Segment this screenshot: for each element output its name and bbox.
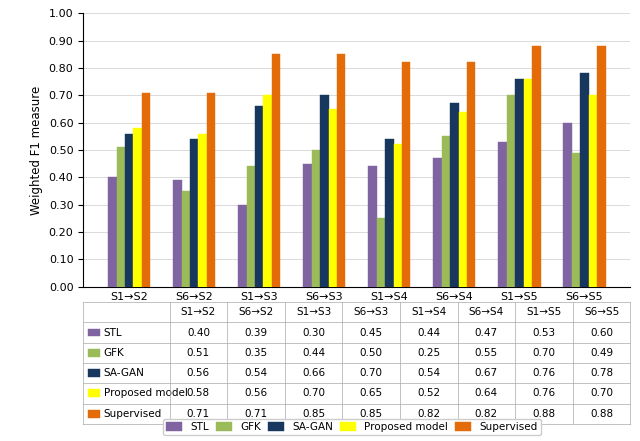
Text: SA-GAN: SA-GAN xyxy=(104,368,145,378)
Text: 0.49: 0.49 xyxy=(590,348,613,358)
Text: 0.64: 0.64 xyxy=(475,389,498,398)
Bar xyxy=(133,128,142,287)
Text: 0.67: 0.67 xyxy=(475,368,498,378)
Text: Supervised: Supervised xyxy=(104,409,162,419)
Text: 0.56: 0.56 xyxy=(187,368,210,378)
Bar xyxy=(328,109,337,287)
Bar xyxy=(580,73,589,287)
Text: 0.71: 0.71 xyxy=(244,409,268,419)
Text: 0.71: 0.71 xyxy=(187,409,210,419)
Bar xyxy=(433,158,442,287)
Bar xyxy=(125,134,133,287)
Text: 0.76: 0.76 xyxy=(532,389,556,398)
Text: 0.66: 0.66 xyxy=(302,368,325,378)
Text: 0.88: 0.88 xyxy=(590,409,613,419)
Bar xyxy=(467,63,476,287)
Text: 0.70: 0.70 xyxy=(532,348,556,358)
Text: Proposed model: Proposed model xyxy=(104,389,188,398)
Bar xyxy=(207,93,216,287)
Text: 0.70: 0.70 xyxy=(360,368,383,378)
Text: S6→S4: S6→S4 xyxy=(468,307,504,317)
Text: S6→S5: S6→S5 xyxy=(584,307,620,317)
Text: 0.58: 0.58 xyxy=(187,389,210,398)
Bar xyxy=(515,79,524,287)
Bar xyxy=(320,95,328,287)
Text: 0.88: 0.88 xyxy=(532,409,556,419)
Bar xyxy=(524,79,532,287)
Text: 0.44: 0.44 xyxy=(417,328,440,337)
Bar xyxy=(337,54,346,287)
Text: 0.56: 0.56 xyxy=(244,389,268,398)
Bar xyxy=(190,139,198,287)
Text: 0.82: 0.82 xyxy=(475,409,498,419)
Text: 0.47: 0.47 xyxy=(475,328,498,337)
Bar xyxy=(303,164,312,287)
Bar xyxy=(246,166,255,287)
Text: 0.35: 0.35 xyxy=(244,348,268,358)
Text: 0.44: 0.44 xyxy=(302,348,325,358)
Text: 0.39: 0.39 xyxy=(244,328,268,337)
Text: 0.78: 0.78 xyxy=(590,368,613,378)
Legend: STL, GFK, SA-GAN, Proposed model, Supervised: STL, GFK, SA-GAN, Proposed model, Superv… xyxy=(163,419,541,435)
Text: 0.50: 0.50 xyxy=(360,348,383,358)
Text: S1→S5: S1→S5 xyxy=(526,307,562,317)
Bar xyxy=(264,95,272,287)
Bar xyxy=(450,104,459,287)
Text: 0.82: 0.82 xyxy=(417,409,440,419)
Bar xyxy=(272,54,280,287)
Bar xyxy=(442,136,450,287)
Bar xyxy=(368,166,376,287)
Text: STL: STL xyxy=(104,328,122,337)
Text: 0.54: 0.54 xyxy=(244,368,268,378)
Bar xyxy=(507,95,515,287)
Text: S6→S3: S6→S3 xyxy=(353,307,389,317)
Text: 0.40: 0.40 xyxy=(187,328,210,337)
Text: 0.76: 0.76 xyxy=(532,368,556,378)
Text: 0.52: 0.52 xyxy=(417,389,440,398)
Text: 0.60: 0.60 xyxy=(590,328,613,337)
Bar xyxy=(255,106,264,287)
Text: 0.54: 0.54 xyxy=(417,368,440,378)
Bar xyxy=(238,205,246,287)
Text: 0.45: 0.45 xyxy=(360,328,383,337)
Text: 0.51: 0.51 xyxy=(187,348,210,358)
Bar xyxy=(173,180,182,287)
Bar xyxy=(589,95,597,287)
Bar xyxy=(532,46,541,287)
Bar xyxy=(108,177,116,287)
Text: S6→S2: S6→S2 xyxy=(238,307,274,317)
Bar xyxy=(116,147,125,287)
Text: 0.25: 0.25 xyxy=(417,348,440,358)
Text: 0.70: 0.70 xyxy=(302,389,325,398)
Bar xyxy=(198,134,207,287)
Text: S1→S2: S1→S2 xyxy=(180,307,216,317)
Bar xyxy=(459,112,467,287)
Text: 0.85: 0.85 xyxy=(360,409,383,419)
Text: S1→S4: S1→S4 xyxy=(411,307,447,317)
Text: 0.53: 0.53 xyxy=(532,328,556,337)
Bar xyxy=(597,46,605,287)
Bar xyxy=(312,150,320,287)
Text: 0.70: 0.70 xyxy=(590,389,613,398)
Y-axis label: Weighted F1 measure: Weighted F1 measure xyxy=(30,85,43,215)
Text: 0.30: 0.30 xyxy=(302,328,325,337)
Bar xyxy=(385,139,394,287)
Bar xyxy=(394,145,402,287)
Bar xyxy=(376,218,385,287)
Bar xyxy=(182,191,190,287)
Bar xyxy=(498,142,507,287)
Text: S1→S3: S1→S3 xyxy=(296,307,332,317)
Text: 0.65: 0.65 xyxy=(360,389,383,398)
Bar xyxy=(402,63,410,287)
Text: GFK: GFK xyxy=(104,348,124,358)
Bar xyxy=(142,93,150,287)
Bar xyxy=(572,153,580,287)
Text: 0.85: 0.85 xyxy=(302,409,325,419)
Text: 0.55: 0.55 xyxy=(475,348,498,358)
Bar xyxy=(563,123,572,287)
